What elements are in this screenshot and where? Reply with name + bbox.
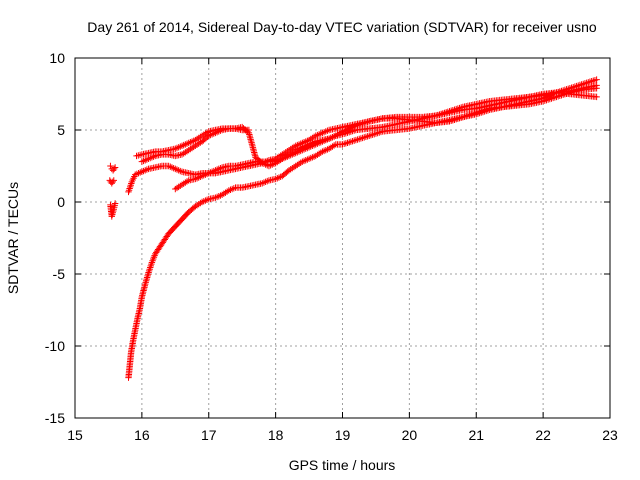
y-tick-label: -10 (45, 338, 65, 354)
data-point (110, 177, 117, 184)
x-tick-label: 18 (268, 427, 284, 443)
data-point (361, 119, 368, 127)
data-point (359, 134, 366, 142)
data-point (372, 130, 380, 137)
data-point (111, 200, 119, 207)
grid (75, 58, 610, 418)
data-point (463, 112, 470, 120)
data-point (364, 118, 371, 126)
data-point (345, 139, 353, 146)
data-point (362, 133, 370, 141)
data-point (349, 137, 356, 145)
data-point (361, 134, 368, 141)
axis-ticks: 15 16 17 18 19 20 21 22 23 -15 -10 -5 0 5 10 (45, 50, 618, 443)
data-point (342, 140, 350, 147)
x-tick-label: 21 (468, 427, 484, 443)
data-point (432, 112, 440, 119)
chart-title: Day 261 of 2014, Sidereal Day-to-day VTE… (87, 19, 597, 35)
data-point (146, 266, 153, 273)
x-tick-label: 16 (134, 427, 150, 443)
data-point (107, 162, 114, 170)
data-point (436, 111, 443, 118)
y-tick-label: -5 (53, 266, 66, 282)
data-point (593, 82, 600, 89)
data-point (354, 136, 361, 143)
y-tick-label: 10 (49, 50, 65, 66)
data-point (109, 178, 116, 186)
data-point (351, 137, 358, 144)
data-point (352, 136, 360, 144)
data-point (456, 114, 463, 122)
series-track-g (172, 85, 600, 193)
data-point (147, 264, 154, 271)
data-point (344, 139, 351, 146)
data-point (126, 185, 133, 192)
data-point (461, 113, 468, 120)
data-point (366, 132, 373, 139)
data-marks (106, 76, 600, 381)
x-tick-label: 19 (335, 427, 351, 443)
series-track-h (138, 82, 600, 170)
data-point (110, 165, 118, 173)
data-point (454, 115, 462, 122)
data-point (437, 110, 445, 118)
data-point (434, 111, 441, 119)
series-track-b (106, 177, 117, 187)
series-track-d (125, 76, 600, 381)
data-point (362, 119, 370, 126)
series-track-c (107, 200, 119, 220)
x-axis-label: GPS time / hours (289, 457, 396, 473)
data-point (125, 187, 133, 194)
y-axis-label: SDTVAR / TECUs (5, 182, 21, 294)
data-point (340, 140, 348, 148)
data-point (593, 93, 600, 101)
data-point (458, 114, 465, 121)
data-point (357, 135, 365, 142)
y-tick-label: -15 (45, 410, 65, 426)
data-point (591, 76, 599, 84)
data-point (126, 183, 134, 191)
data-point (339, 141, 346, 148)
y-tick-label: 5 (57, 122, 65, 138)
data-point (348, 124, 355, 131)
data-point (356, 135, 363, 143)
data-point (145, 267, 153, 275)
data-point (347, 138, 355, 145)
data-point (459, 113, 467, 121)
data-point (367, 132, 375, 139)
series-track-a (107, 162, 119, 174)
y-tick-label: 0 (57, 194, 65, 210)
data-point (364, 133, 371, 140)
data-point (369, 131, 376, 138)
data-point (125, 188, 132, 196)
data-point (593, 76, 600, 83)
x-tick-label: 22 (535, 427, 551, 443)
data-point (111, 164, 119, 171)
data-point (145, 269, 152, 276)
x-tick-label: 15 (67, 427, 83, 443)
x-tick-label: 17 (201, 427, 217, 443)
x-tick-label: 23 (602, 427, 618, 443)
data-point (464, 112, 472, 119)
x-tick-label: 20 (402, 427, 418, 443)
data-point (371, 130, 378, 138)
